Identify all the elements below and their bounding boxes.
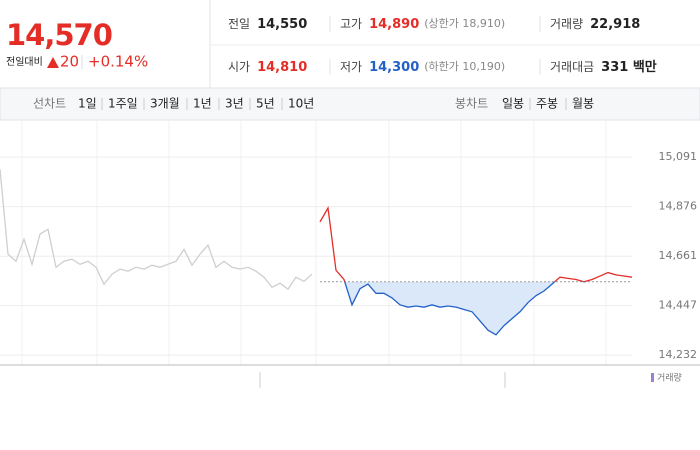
stat-label: 고가 bbox=[340, 17, 362, 31]
y-tick-label: 14,876 bbox=[659, 200, 698, 213]
change-label: 전일대비 bbox=[6, 56, 43, 68]
stat-value: 14,890 bbox=[369, 17, 419, 32]
stats: 전일 14,550 고가 14,890 (상한가 18,910) 거래량 22,918 시가 1… bbox=[228, 17, 657, 75]
period-tab[interactable]: 10년 bbox=[288, 97, 314, 111]
up-arrow bbox=[47, 57, 59, 68]
legend-label: 거래량 bbox=[657, 372, 682, 384]
price: 14,570 bbox=[6, 18, 112, 52]
period-tab[interactable]: 1일 bbox=[78, 97, 97, 111]
tab-group-label: 선차트 bbox=[33, 97, 66, 111]
chart: 14,232 14,447 14,661 14,876 15,091 거래량 bbox=[0, 120, 697, 384]
line-down bbox=[344, 281, 587, 336]
stat-label: 거래대금 bbox=[550, 60, 594, 74]
y-tick-label: 14,447 bbox=[659, 299, 698, 312]
stat: 거래대금 331 백만 bbox=[550, 59, 657, 75]
stat-label: 저가 bbox=[340, 60, 362, 74]
stat-value: 14,810 bbox=[257, 60, 307, 75]
stat-label: 거래량 bbox=[550, 17, 583, 31]
stat-note: (상한가 18,910) bbox=[424, 17, 505, 30]
period-tab[interactable]: 3년 bbox=[225, 97, 244, 111]
line-up bbox=[319, 206, 633, 282]
stat-label: 전일 bbox=[228, 17, 250, 31]
stat-value: 14,550 bbox=[257, 17, 307, 32]
tab-bar bbox=[0, 87, 700, 121]
y-tick-label: 14,661 bbox=[659, 249, 698, 262]
area bbox=[320, 281, 632, 335]
period-tab[interactable]: 1년 bbox=[193, 97, 212, 111]
legend-swatch bbox=[651, 373, 654, 382]
stat-label: 시가 bbox=[228, 60, 250, 74]
tab-group-label: 봉차트 bbox=[455, 97, 488, 111]
stat: 고가 14,890 (상한가 18,910) bbox=[340, 17, 505, 32]
change-rate: +0.14% bbox=[88, 53, 148, 71]
line bbox=[0, 169, 313, 291]
stat-value: 22,918 bbox=[590, 17, 640, 32]
stat: 시가 14,810 bbox=[228, 60, 307, 75]
period-tab[interactable]: 1주일 bbox=[108, 97, 138, 111]
tabs: 1일 1주일 3개월 1년 3년 5년 10년 일봉 주봉 월봉 bbox=[78, 97, 594, 111]
stat: 전일 14,550 bbox=[228, 17, 307, 32]
period-tab[interactable]: 3개월 bbox=[150, 97, 180, 111]
stat: 저가 14,300 (하한가 10,190) bbox=[340, 59, 505, 75]
candle-tab[interactable]: 주봉 bbox=[536, 97, 558, 111]
stat-value: 14,300 bbox=[369, 60, 419, 75]
stat-value: 331 백만 bbox=[601, 59, 657, 75]
period-tab[interactable]: 5년 bbox=[256, 97, 275, 111]
candle-tab[interactable]: 일봉 bbox=[502, 97, 524, 111]
stat-note: (하한가 10,190) bbox=[424, 59, 505, 73]
candle-tab[interactable]: 월봉 bbox=[572, 97, 594, 111]
stat: 거래량 22,918 bbox=[550, 17, 640, 32]
y-tick-label: 15,091 bbox=[659, 150, 698, 163]
y-tick-label: 14,232 bbox=[659, 348, 698, 361]
change: 20 bbox=[60, 53, 79, 71]
